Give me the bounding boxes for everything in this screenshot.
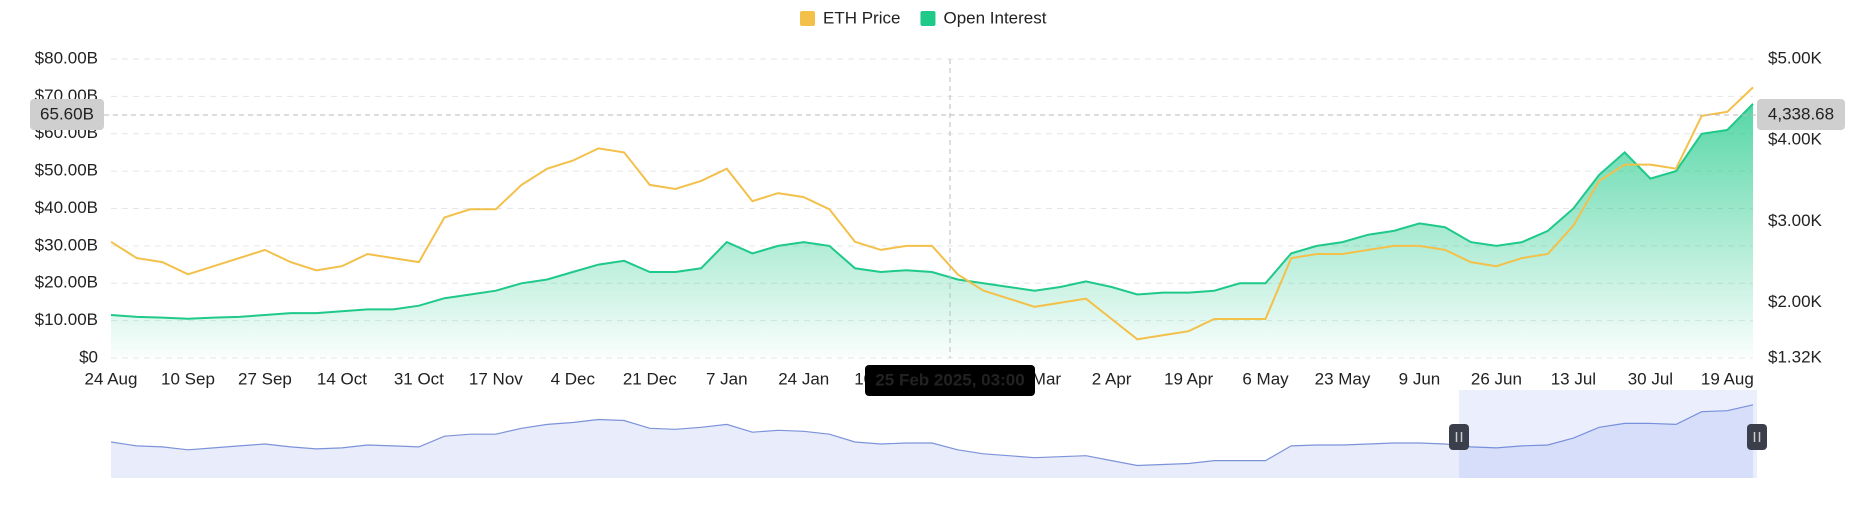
plot-area: $0$10.00B$20.00B$30.00B$40.00B$50.00B$60… bbox=[35, 48, 1823, 388]
y-tick-label: $30.00B bbox=[35, 235, 98, 254]
x-tick-label: 24 Jan bbox=[778, 369, 829, 388]
x-tick-label: 19 Aug bbox=[1701, 369, 1754, 388]
x-tick-label: 19 Apr bbox=[1164, 369, 1213, 388]
y-tick-label: $20.00B bbox=[35, 273, 98, 292]
navigator bbox=[110, 390, 1767, 478]
legend-swatch bbox=[920, 11, 936, 26]
x-tick-label: 23 May bbox=[1315, 369, 1371, 388]
legend-label: ETH Price bbox=[823, 8, 900, 27]
x-tick-label: 26 Jun bbox=[1471, 369, 1522, 388]
y2-tick-label: $3.00K bbox=[1768, 211, 1823, 230]
y2-tick-label: $2.00K bbox=[1768, 292, 1823, 311]
crosshair: 65.60B 4,338.68 25 Feb 2025, 03:00 bbox=[30, 59, 1845, 396]
navigator-handle bbox=[1449, 424, 1469, 450]
x-tick-label: 9 Jun bbox=[1399, 369, 1441, 388]
x-tick-label: 10 Sep bbox=[161, 369, 215, 388]
y-tick-label: $50.00B bbox=[35, 161, 98, 180]
x-tick-label: 27 Sep bbox=[238, 369, 292, 388]
chart: ETH Price Open Interest $0 $10.00B $20.00B $… bbox=[30, 8, 1845, 478]
legend: ETH Price Open Interest bbox=[800, 8, 1047, 27]
navigator-handle bbox=[1747, 424, 1767, 450]
navigator-area bbox=[111, 404, 1753, 478]
area-line bbox=[110, 103, 1754, 320]
crosshair-y-label: 65.60B bbox=[40, 104, 94, 123]
x-tick-label: 14 Oct bbox=[317, 369, 367, 388]
x-tick-label: 2 Apr bbox=[1092, 369, 1132, 388]
line bbox=[110, 86, 1754, 341]
x-tick-label: 21 Dec bbox=[623, 369, 677, 388]
legend-swatch bbox=[800, 11, 815, 26]
crosshair-y2-label: 4,338.68 bbox=[1768, 104, 1834, 123]
y-tick-label: $80.00B bbox=[35, 48, 98, 67]
crosshair-y2-box bbox=[1757, 99, 1845, 130]
y-tick-label: $40.00B bbox=[35, 198, 98, 217]
x-tick-label: 4 Dec bbox=[551, 369, 596, 388]
crosshair-x-label: 25 Feb 2025, 03:00 bbox=[875, 370, 1024, 389]
y-tick-label: $10.00B bbox=[35, 310, 98, 329]
area bbox=[111, 103, 1753, 358]
y2-tick-label: $4.00K bbox=[1768, 130, 1823, 149]
x-tick-label: 6 May bbox=[1242, 369, 1289, 388]
legend-label: Open Interest bbox=[943, 8, 1046, 27]
x-tick-label: 7 Jan bbox=[706, 369, 748, 388]
navigator-line bbox=[110, 404, 1754, 467]
x-tick-label: 13 Jul bbox=[1551, 369, 1596, 388]
crosshair-y-box bbox=[30, 99, 104, 130]
navigator-selection bbox=[1459, 390, 1757, 478]
y2-tick-label: $1.32K bbox=[1768, 347, 1823, 366]
x-tick-label: 24 Aug bbox=[85, 369, 138, 388]
x-tick-label: 17 Nov bbox=[469, 369, 523, 388]
x-tick-label: 30 Jul bbox=[1628, 369, 1673, 388]
y2-tick-label: $5.00K bbox=[1768, 48, 1823, 67]
x-tick-label: 31 Oct bbox=[394, 369, 444, 388]
crosshair-x-box bbox=[865, 365, 1035, 396]
y-tick-label: $0 bbox=[79, 347, 98, 366]
